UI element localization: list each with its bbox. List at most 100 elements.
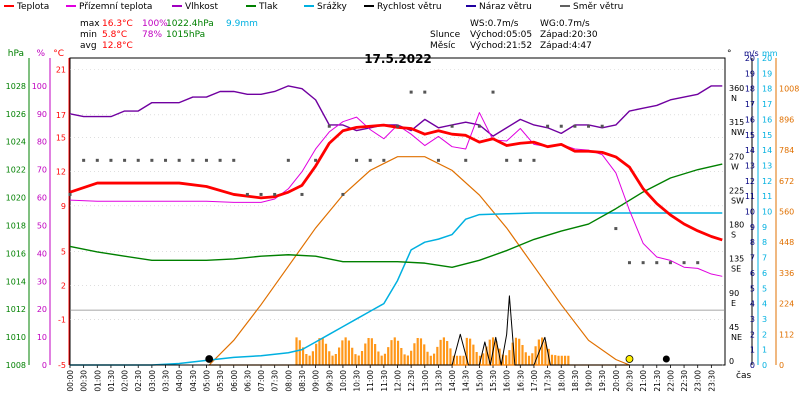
wind-tick-label: 17 [745, 100, 755, 109]
wind-tick-label: 1 [750, 346, 755, 355]
hpa-tick-label: 1028 [6, 82, 26, 91]
x-tick-label: 07:00 [257, 370, 266, 392]
stat-min-press: 1015hPa [166, 30, 205, 40]
solar-tick-label: 560 [779, 208, 794, 217]
pct-tick-label: 50 [37, 221, 47, 230]
wind-tick-label: 8 [750, 238, 755, 247]
rain-tick-label: 20 [762, 54, 772, 63]
pressure-line [69, 163, 723, 269]
hpa-tick-label: 1020 [6, 194, 26, 203]
legend-entry: Směr větru [573, 2, 623, 12]
stat-wg: WG:0.7m/s [540, 19, 590, 29]
wind-direction-point [614, 227, 618, 231]
x-tick-label: 23:30 [707, 370, 716, 392]
rain-tick-label: 9 [762, 223, 767, 232]
wind-tick-label: 18 [745, 85, 755, 94]
x-tick-label: 23:00 [694, 370, 703, 392]
hpa-tick-label: 1022 [6, 166, 26, 175]
x-tick-label: 03:00 [148, 370, 157, 392]
legend: Teplota Přízemní teplota Vlhkost Tlak Srážky… [4, 2, 623, 12]
wind-tick-label: 13 [745, 161, 755, 170]
x-tick-label: 00:30 [80, 370, 89, 392]
wind-direction-point [600, 124, 604, 128]
axes: hPa1008101010121014101610181020102210241… [6, 49, 800, 392]
stat-moonrise: Východ:21:52 [470, 41, 532, 51]
x-tick-label: 00:00 [66, 370, 75, 392]
pct-tick-label: 10 [37, 333, 47, 342]
x-tick-label: 22:00 [666, 370, 675, 392]
wind-direction-point [696, 261, 700, 265]
wind-direction-point [464, 158, 468, 162]
dir-tick-label: N [731, 94, 737, 103]
pct-tick-label: 40 [37, 249, 47, 258]
rain-tick-label: 18 [762, 85, 772, 94]
wind-tick-label: 12 [745, 177, 755, 186]
wind-direction-point [396, 124, 399, 128]
dir-tick-label: SW [731, 196, 744, 205]
pct-tick-label: 90 [37, 110, 47, 119]
x-tick-label: 15:30 [489, 370, 498, 392]
rain-tick-label: 19 [762, 69, 772, 78]
stat-max-hum: 100% [142, 19, 168, 29]
rain-tick-label: 14 [762, 146, 772, 155]
rain-tick-label: 16 [762, 115, 772, 124]
dir-tick-label: 225 [729, 186, 744, 195]
wind-direction-point [518, 158, 522, 162]
pct-tick-label: 60 [37, 194, 47, 203]
x-tick-label: 06:00 [230, 370, 239, 392]
wind-direction-point [409, 90, 413, 94]
legend-entry: Přízemní teplota [79, 2, 152, 12]
x-tick-label: 12:00 [394, 370, 403, 392]
x-tick-label: 22:30 [680, 370, 689, 392]
wind-axis-label: m/s [744, 49, 759, 58]
x-tick-label: 14:00 [448, 370, 457, 392]
x-tick-label: 06:30 [243, 370, 252, 392]
dir-tick-label: 360 [729, 84, 744, 93]
legend-entry: Rychlost větru [377, 2, 442, 12]
x-tick-label: 08:30 [298, 370, 307, 392]
temp-tick-label: -1 [58, 316, 66, 325]
wind-direction-point [355, 158, 359, 162]
pct-tick-label: 80 [37, 138, 47, 147]
dir-axis-label: ° [727, 49, 732, 59]
stat-max-temp: 16.3°C [102, 19, 133, 29]
pct-tick-label: 30 [37, 277, 47, 286]
x-tick-label: 07:30 [271, 370, 280, 392]
temp-tick-label: 9 [61, 202, 66, 211]
stat-min-label: min [80, 30, 97, 40]
stat-avg-label: avg [80, 41, 97, 51]
wind-direction-point [641, 261, 645, 265]
x-tick-label: 11:30 [380, 370, 389, 392]
wind-direction-point [655, 261, 659, 265]
x-tick-label: 14:30 [462, 370, 471, 392]
x-tick-label: 17:00 [530, 370, 539, 392]
legend-entry: Tlak [258, 2, 279, 12]
plot-border [69, 57, 726, 366]
x-tick-label: 19:30 [598, 370, 607, 392]
rain-line [70, 212, 723, 366]
x-tick-label: 11:00 [366, 370, 375, 392]
wind-direction-point [450, 124, 454, 128]
x-tick-label: 01:00 [93, 370, 102, 392]
temp-tick-label: 17 [56, 111, 66, 120]
chart-title: 17.5.2022 [364, 52, 432, 66]
wind-direction-point [136, 158, 140, 162]
wind-tick-label: 14 [745, 146, 755, 155]
wind-direction-point [668, 261, 672, 265]
wind-tick-label: 20 [745, 54, 755, 63]
solar-tick-label: 336 [779, 269, 794, 278]
x-tick-label: 01:30 [107, 370, 116, 392]
x-tick-label: 21:00 [639, 370, 648, 392]
wind-direction-point [123, 158, 127, 162]
stat-min-hum: 78% [142, 30, 162, 40]
rain-intensity-bars [295, 337, 570, 365]
wind-direction-point [627, 261, 631, 265]
dir-tick-label: 0 [729, 357, 734, 366]
wind-direction-point [682, 261, 686, 265]
wind-direction-point [491, 90, 495, 94]
rain-tick-label: 10 [762, 208, 772, 217]
stat-max-press: 1022.4hPa [166, 19, 214, 29]
wind-tick-label: 3 [750, 315, 755, 324]
sunrise-marker [205, 355, 214, 363]
hpa-tick-label: 1026 [6, 110, 26, 119]
